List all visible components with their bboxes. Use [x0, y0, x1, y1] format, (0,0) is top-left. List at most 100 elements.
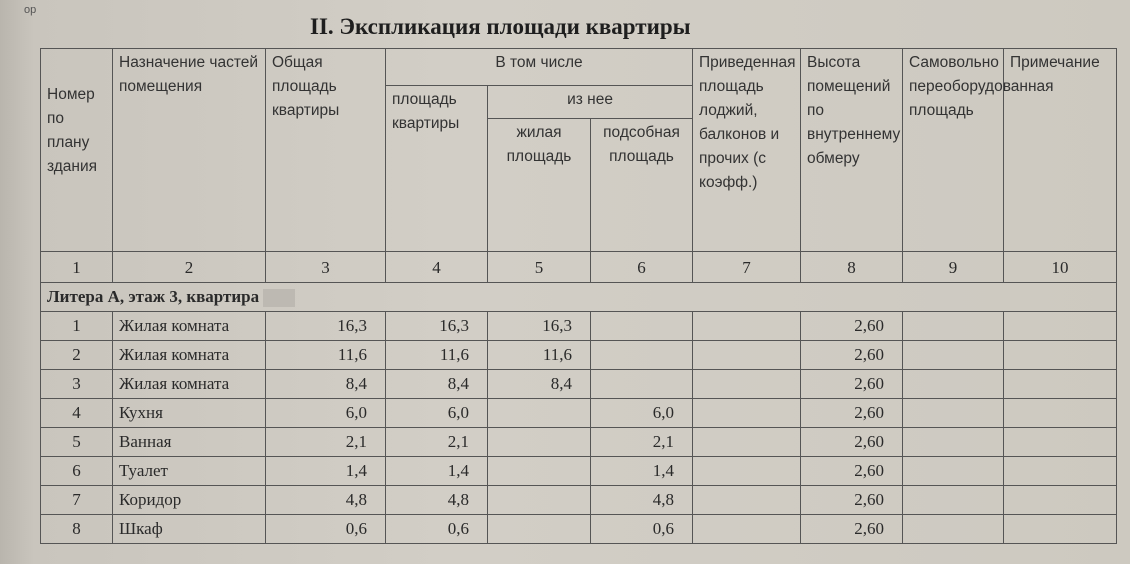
cell-n: 5 [40, 427, 113, 457]
cell-name: Кухня [112, 398, 266, 428]
cell-height: 2,60 [800, 398, 903, 428]
header-of-which: из нее [487, 85, 693, 119]
cell-col10 [1003, 340, 1117, 370]
cell-col9 [902, 340, 1004, 370]
section-label: Литера А, этаж 3, квартира [47, 287, 260, 306]
cell-area: 16,3 [385, 311, 488, 341]
cell-aux: 0,6 [590, 514, 693, 544]
cell-n: 8 [40, 514, 113, 544]
cell-loggia [692, 514, 801, 544]
cell-area: 8,4 [385, 369, 488, 399]
column-number: 4 [385, 251, 488, 283]
cell-living [487, 514, 591, 544]
cell-total: 11,6 [265, 340, 386, 370]
cell-name: Жилая комната [112, 340, 266, 370]
cell-loggia [692, 456, 801, 486]
cell-col10 [1003, 398, 1117, 428]
cell-name: Шкаф [112, 514, 266, 544]
cell-height: 2,60 [800, 456, 903, 486]
explication-table: Номер по плану здания Назначение частей … [40, 48, 1117, 544]
cell-area: 4,8 [385, 485, 488, 515]
cell-col9 [902, 398, 1004, 428]
table-row: 5 Ванная 2,1 2,1 2,1 2,60 [40, 427, 1117, 457]
cell-living [487, 427, 591, 457]
column-number: 10 [1003, 251, 1117, 283]
header-unauthorized-area: Самовольно переоборудованная площадь [902, 48, 1054, 252]
cell-col9 [902, 427, 1004, 457]
cell-col10 [1003, 311, 1117, 341]
table-row: 3 Жилая комната 8,4 8,4 8,4 2,60 [40, 369, 1117, 399]
cell-n: 1 [40, 311, 113, 341]
cell-height: 2,60 [800, 485, 903, 515]
cell-n: 2 [40, 340, 113, 370]
cell-living [487, 456, 591, 486]
cell-area: 1,4 [385, 456, 488, 486]
table-row: 8 Шкаф 0,6 0,6 0,6 2,60 [40, 514, 1117, 544]
header-apartment-area: площадь квартиры [385, 85, 488, 252]
cell-total: 16,3 [265, 311, 386, 341]
cell-total: 2,1 [265, 427, 386, 457]
cell-height: 2,60 [800, 340, 903, 370]
column-number: 7 [692, 251, 801, 283]
cell-loggia [692, 340, 801, 370]
table-row: 1 Жилая комната 16,3 16,3 16,3 2,60 [40, 311, 1117, 341]
table-row: 2 Жилая комната 11,6 11,6 11,6 2,60 [40, 340, 1117, 370]
cell-total: 0,6 [265, 514, 386, 544]
header-plan-number: Номер по плану здания [40, 48, 113, 252]
cell-living [487, 485, 591, 515]
cell-height: 2,60 [800, 427, 903, 457]
cell-area: 0,6 [385, 514, 488, 544]
section-row: Литера А, этаж 3, квартира [40, 282, 1117, 312]
page-title: II. Экспликация площади квартиры [310, 14, 691, 39]
cell-aux [590, 311, 693, 341]
column-number: 3 [265, 251, 386, 283]
cell-aux: 6,0 [590, 398, 693, 428]
cell-total: 8,4 [265, 369, 386, 399]
cell-name: Жилая комната [112, 311, 266, 341]
cell-living [487, 398, 591, 428]
cell-aux: 4,8 [590, 485, 693, 515]
redacted-apartment-number [263, 289, 296, 308]
cell-aux [590, 340, 693, 370]
header-living-area: жилая площадь [487, 118, 591, 252]
cell-loggia [692, 485, 801, 515]
table-row: 6 Туалет 1,4 1,4 1,4 2,60 [40, 456, 1117, 486]
cell-name: Ванная [112, 427, 266, 457]
cell-living: 11,6 [487, 340, 591, 370]
column-number: 2 [112, 251, 266, 283]
header-note: Примечание [1003, 48, 1117, 252]
cell-col10 [1003, 485, 1117, 515]
cell-n: 4 [40, 398, 113, 428]
cell-col10 [1003, 514, 1117, 544]
cell-total: 4,8 [265, 485, 386, 515]
cell-name: Туалет [112, 456, 266, 486]
column-number: 1 [40, 251, 113, 283]
cell-n: 6 [40, 456, 113, 486]
cell-loggia [692, 311, 801, 341]
cell-area: 2,1 [385, 427, 488, 457]
cell-loggia [692, 398, 801, 428]
cell-aux: 2,1 [590, 427, 693, 457]
column-number: 9 [902, 251, 1004, 283]
cell-n: 7 [40, 485, 113, 515]
cell-height: 2,60 [800, 311, 903, 341]
header-reduced-area: Приведенная площадь лоджий, балконов и п… [692, 48, 801, 252]
cell-height: 2,60 [800, 369, 903, 399]
cell-total: 1,4 [265, 456, 386, 486]
column-number: 5 [487, 251, 591, 283]
header-purpose: Назначение частей помещения [112, 48, 266, 252]
cell-aux: 1,4 [590, 456, 693, 486]
cell-col9 [902, 485, 1004, 515]
cell-total: 6,0 [265, 398, 386, 428]
column-number: 8 [800, 251, 903, 283]
header-total-area: Общая площадь квартиры [265, 48, 386, 252]
cell-col10 [1003, 456, 1117, 486]
header-height: Высота помещений по внутреннему обмеру [800, 48, 903, 252]
table-row: 7 Коридор 4,8 4,8 4,8 2,60 [40, 485, 1117, 515]
header-including: В том числе [385, 48, 693, 86]
cell-living: 16,3 [487, 311, 591, 341]
page-corner-text: ор [24, 4, 37, 16]
cell-area: 11,6 [385, 340, 488, 370]
cell-col10 [1003, 427, 1117, 457]
cell-height: 2,60 [800, 514, 903, 544]
